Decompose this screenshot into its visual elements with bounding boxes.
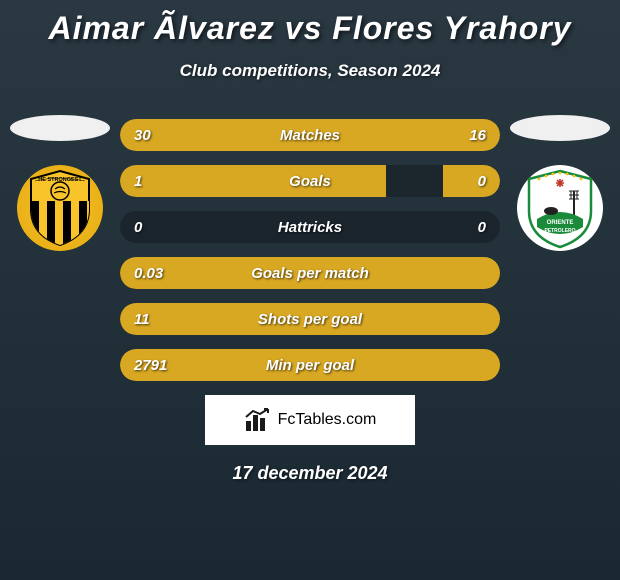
source-logo-text: FcTables.com	[278, 411, 377, 429]
stat-value-left: 1	[134, 173, 142, 190]
svg-text:HE STRONGEST: HE STRONGEST	[38, 177, 82, 183]
stat-row: 30 Matches 16	[120, 119, 500, 151]
stat-label: Goals per match	[251, 265, 369, 282]
player-placeholder-right	[510, 115, 610, 141]
page-subtitle: Club competitions, Season 2024	[0, 61, 620, 81]
main-row: HE STRONGEST 30 Matches 16 1 Goals 0 0 Hattrick…	[0, 115, 620, 381]
stat-row: 0.03 Goals per match	[120, 257, 500, 289]
stat-value-right: 0	[478, 173, 486, 190]
stat-label: Min per goal	[266, 357, 354, 374]
stat-row: 2791 Min per goal	[120, 349, 500, 381]
comparison-card: Aimar Ãlvarez vs Flores Yrahory Club com…	[0, 0, 620, 484]
stat-row: 0 Hattricks 0	[120, 211, 500, 243]
stat-value-left: 0	[134, 219, 142, 236]
stat-label: Goals	[289, 173, 331, 190]
club-badge-left: HE STRONGEST	[17, 165, 103, 251]
shield-icon: ORIENTE PETROLERO	[517, 165, 603, 251]
right-side: ORIENTE PETROLERO	[500, 115, 620, 251]
stat-label: Matches	[280, 127, 340, 144]
stat-label: Hattricks	[278, 219, 342, 236]
stat-value-right: 0	[478, 219, 486, 236]
svg-text:ORIENTE: ORIENTE	[547, 220, 574, 226]
source-logo[interactable]: FcTables.com	[205, 395, 415, 445]
page-title: Aimar Ãlvarez vs Flores Yrahory	[0, 10, 620, 47]
chart-icon	[244, 407, 272, 433]
player-placeholder-left	[10, 115, 110, 141]
stat-value-right: 16	[469, 127, 486, 144]
stat-value-left: 0.03	[134, 265, 163, 282]
stat-row: 1 Goals 0	[120, 165, 500, 197]
stat-value-left: 11	[134, 311, 150, 328]
bar-fill-left	[120, 165, 386, 197]
left-side: HE STRONGEST	[0, 115, 120, 251]
footer-date: 17 december 2024	[0, 463, 620, 484]
stat-bars: 30 Matches 16 1 Goals 0 0 Hattricks 0 0.03 Goals p…	[120, 119, 500, 381]
stat-value-left: 2791	[134, 357, 167, 374]
club-badge-right: ORIENTE PETROLERO	[517, 165, 603, 251]
stat-row: 11 Shots per goal	[120, 303, 500, 335]
stat-value-left: 30	[134, 127, 151, 144]
stat-label: Shots per goal	[258, 311, 362, 328]
bar-fill-right	[443, 165, 500, 197]
svg-text:PETROLERO: PETROLERO	[544, 228, 575, 234]
shield-icon: HE STRONGEST	[17, 165, 103, 251]
